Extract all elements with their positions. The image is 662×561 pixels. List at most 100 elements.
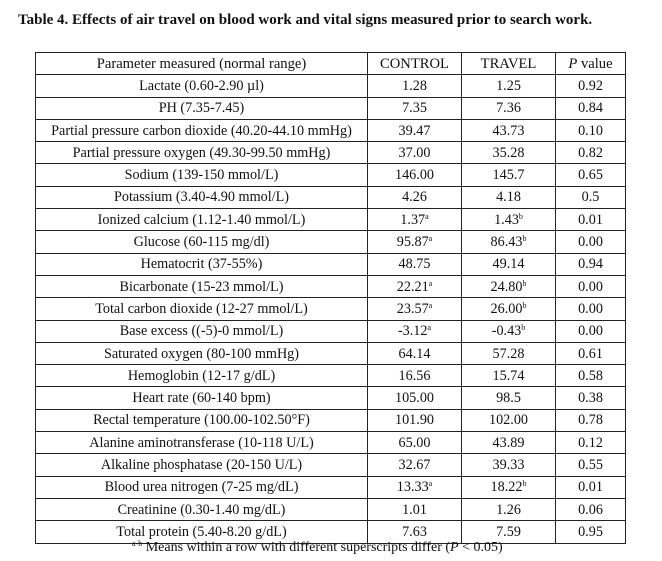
cell-travel: 145.7: [461, 163, 556, 187]
cell-parameter-value: Partial pressure oxygen (49.30-99.50 mmH…: [72, 144, 331, 161]
cell-travel-value: 1.25: [496, 77, 521, 94]
cell-p-value-value: 0.78: [578, 412, 603, 429]
significance-superscript: b: [522, 234, 527, 244]
cell-control: 7.35: [367, 96, 462, 120]
cell-travel: 7.36: [461, 96, 556, 120]
cell-control-value: 23.57: [396, 300, 429, 317]
cell-parameter: Bicarbonate (15-23 mmol/L): [35, 274, 368, 299]
cell-p-value-value: 0.00: [578, 300, 603, 317]
cell-travel: 57.28: [461, 341, 556, 366]
table-row: Alkaline phosphatase (20-150 U/L) 32.67 39…: [35, 453, 626, 477]
cell-travel-value: 39.33: [492, 456, 525, 473]
cell-parameter-value: Potassium (3.40-4.90 mmol/L): [114, 189, 289, 206]
cell-control-value: 65.00: [398, 434, 431, 451]
cell-control: 1.01: [367, 497, 462, 522]
cell-control: 146.00: [367, 163, 462, 187]
cell-p-value-value: 0.65: [578, 167, 603, 184]
cell-control-value: 39.47: [398, 122, 431, 139]
cell-p-value-value: 0.12: [578, 434, 603, 451]
cell-parameter: Heart rate (60-140 bpm): [35, 386, 368, 410]
cell-control: 64.14: [367, 341, 462, 366]
cell-control-value: 7.35: [402, 100, 427, 117]
cell-p-value-value: 0.82: [578, 144, 603, 161]
table-row: Total protein (5.40-8.20 g/dL) 7.63 7.59 0.…: [35, 520, 626, 544]
cell-p-value: 0.55: [555, 453, 626, 477]
header-control: CONTROL: [367, 51, 462, 76]
cell-parameter-value: Rectal temperature (100.00-102.50°F): [93, 412, 310, 429]
table-row: Bicarbonate (15-23 mmol/L) 22.21a 24.80b 0.…: [35, 274, 626, 299]
cell-p-value: 0.00: [555, 297, 626, 321]
significance-superscript: b: [522, 278, 527, 288]
cell-travel-value: -0.43: [491, 323, 522, 340]
cell-p-value: 0.00: [555, 230, 626, 254]
cell-control: 22.21a: [367, 274, 462, 299]
significance-superscript: a: [428, 234, 433, 244]
cell-travel-value: 1.26: [496, 501, 521, 518]
cell-p-value-value: 0.01: [578, 479, 603, 496]
cell-travel-value: 43.89: [492, 434, 525, 451]
cell-travel: 1.26: [461, 497, 556, 522]
header-p-rest: value: [577, 55, 613, 72]
cell-p-value: 0.95: [555, 520, 626, 544]
cell-parameter: Ionized calcium (1.12-1.40 mmol/L): [35, 208, 368, 232]
cell-p-value: 0.94: [555, 252, 626, 276]
header-p-letter: P: [568, 55, 578, 72]
cell-parameter-value: Base excess ((-5)-0 mmol/L): [119, 323, 284, 340]
cell-parameter-value: Blood urea nitrogen (7-25 mg/dL): [104, 479, 299, 496]
cell-p-value-value: 0.95: [578, 523, 603, 540]
cell-p-value-value: 0.00: [578, 323, 603, 340]
cell-control-value: 4.26: [402, 189, 427, 206]
table-row: Ionized calcium (1.12-1.40 mmol/L) 1.37a 1…: [35, 208, 626, 232]
cell-parameter: Rectal temperature (100.00-102.50°F): [35, 408, 368, 433]
cell-p-value: 0.84: [555, 96, 626, 120]
cell-parameter: Glucose (60-115 mg/dl): [35, 230, 368, 254]
cell-travel-value: 4.18: [496, 189, 521, 206]
cell-control-value: 146.00: [394, 167, 434, 184]
cell-parameter-value: Ionized calcium (1.12-1.40 mmol/L): [97, 211, 306, 228]
cell-control-value: 64.14: [398, 345, 431, 362]
table-caption: Table 4. Effects of air travel on blood …: [18, 12, 593, 28]
table-row: Blood urea nitrogen (7-25 mg/dL) 13.33a 18…: [35, 475, 626, 499]
significance-superscript: a: [427, 323, 432, 333]
header-parameter: Parameter measured (normal range): [35, 51, 368, 76]
cell-travel-value: 35.28: [492, 144, 525, 161]
cell-control-value: 1.28: [402, 77, 427, 94]
cell-parameter: Blood urea nitrogen (7-25 mg/dL): [35, 475, 368, 499]
table-row: Hematocrit (37-55%) 48.75 49.14 0.94: [35, 252, 626, 276]
cell-control-value: 95.87: [396, 234, 429, 251]
table-row: Sodium (139-150 mmol/L) 146.00 145.7 0.65: [35, 163, 626, 187]
cell-travel-value: 1.43: [494, 211, 519, 228]
cell-control: 39.47: [367, 118, 462, 143]
cell-parameter-value: Total carbon dioxide (12-27 mmol/L): [95, 300, 308, 317]
significance-superscript: a: [425, 211, 429, 221]
cell-control-value: 101.90: [394, 412, 434, 429]
cell-parameter: Partial pressure carbon dioxide (40.20-4…: [35, 118, 368, 143]
cell-parameter-value: Creatinine (0.30-1.40 mg/dL): [117, 501, 286, 518]
table-row: Partial pressure carbon dioxide (40.20-4…: [35, 118, 626, 143]
cell-parameter-value: Alkaline phosphatase (20-150 U/L): [100, 456, 303, 473]
cell-parameter-value: Heart rate (60-140 bpm): [132, 390, 271, 407]
cell-parameter: Alanine aminotransferase (10-118 U/L): [35, 431, 368, 455]
table-row: Saturated oxygen (80-100 mmHg) 64.14 57.28…: [35, 341, 626, 366]
cell-control: 1.28: [367, 74, 462, 98]
table-row: Creatinine (0.30-1.40 mg/dL) 1.01 1.26 0.06: [35, 497, 626, 522]
cell-travel: 1.43b: [461, 208, 556, 232]
cell-parameter: Saturated oxygen (80-100 mmHg): [35, 341, 368, 366]
cell-p-value-value: 0.38: [578, 390, 603, 407]
table-row: Rectal temperature (100.00-102.50°F) 101.…: [35, 408, 626, 433]
cell-travel: 43.89: [461, 431, 556, 455]
cell-parameter: Hematocrit (37-55%): [35, 252, 368, 276]
table-row: Heart rate (60-140 bpm) 105.00 98.5 0.38: [35, 386, 626, 410]
cell-travel-value: 7.36: [496, 100, 521, 117]
cell-control-value: 37.00: [398, 144, 431, 161]
footnote-text-after: < 0.05): [458, 540, 503, 555]
cell-control: 65.00: [367, 431, 462, 455]
table-row: Base excess ((-5)-0 mmol/L) -3.12a -0.43b 0…: [35, 319, 626, 343]
cell-travel: 49.14: [461, 252, 556, 276]
significance-superscript: a: [428, 300, 433, 310]
header-p-value: P value: [555, 51, 626, 76]
cell-travel-value: 145.7: [492, 167, 525, 184]
cell-control-value: 1.37: [400, 211, 426, 228]
significance-superscript: b: [522, 300, 527, 310]
cell-control: 37.00: [367, 141, 462, 165]
